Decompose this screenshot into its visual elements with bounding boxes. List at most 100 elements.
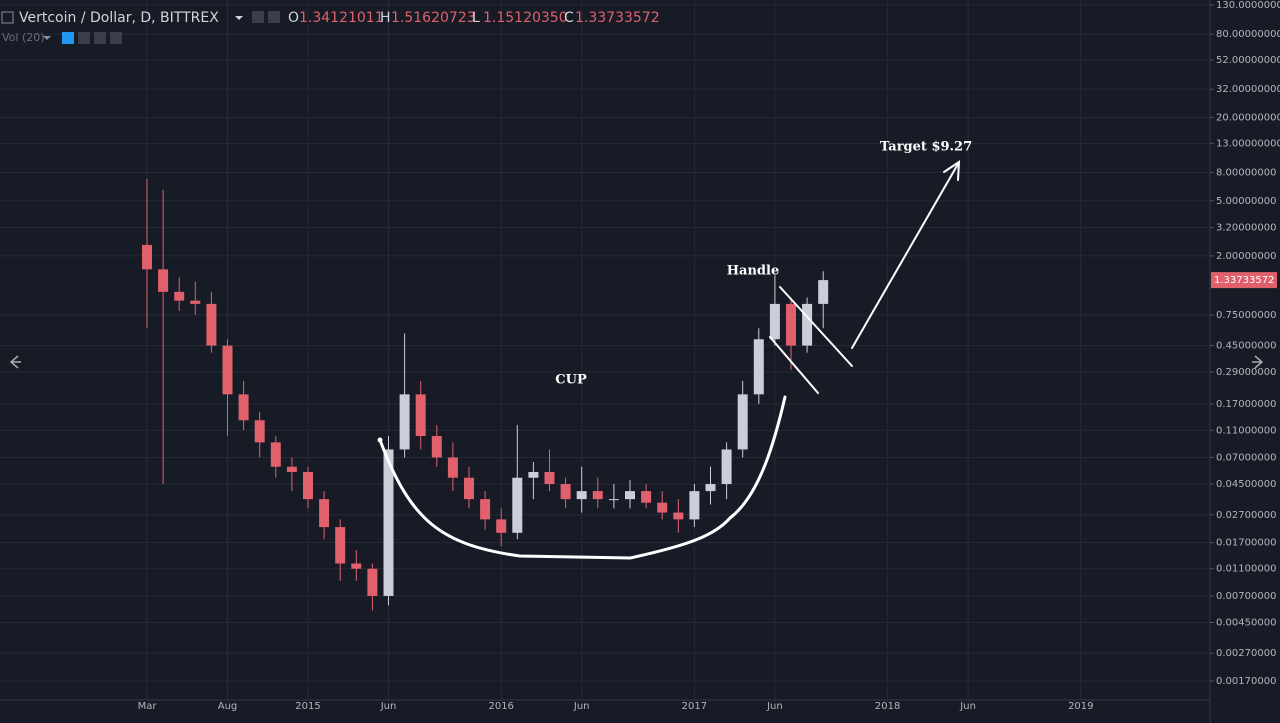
y-tick-label: 130.00000000 — [1216, 0, 1280, 11]
candle-body — [753, 339, 764, 395]
x-tick-label: 2015 — [295, 701, 320, 712]
candle-body — [528, 471, 539, 478]
x-tick-label: Aug — [218, 701, 238, 712]
y-tick-label: 0.11000000 — [1216, 425, 1276, 436]
y-tick-label: 20.00000000 — [1216, 112, 1280, 123]
icon[interactable] — [268, 11, 280, 23]
candle-body — [158, 269, 169, 292]
x-tick-label: Jun — [959, 701, 976, 712]
candle-body — [174, 291, 185, 301]
axes: 130.00000000 80.00000000 52.00000000 32.000… — [138, 0, 1280, 712]
cup-curve — [378, 395, 787, 560]
last-price-tag — [1211, 272, 1277, 289]
icon[interactable] — [110, 32, 122, 44]
icon[interactable] — [252, 11, 264, 23]
x-tick-label: Jun — [380, 701, 397, 712]
ohlc-key: C — [564, 10, 574, 26]
x-tick-label: Jun — [573, 701, 590, 712]
candles — [142, 178, 829, 611]
candle-body — [319, 499, 330, 528]
x-tick-label: 2017 — [682, 701, 707, 712]
ohlc-key: O — [288, 10, 299, 26]
candle-body — [399, 394, 410, 450]
y-tick-label: 0.02700000 — [1216, 510, 1276, 521]
volume-label: Vol (20) — [2, 31, 45, 44]
candle-body — [802, 303, 813, 346]
candle-body — [431, 436, 442, 458]
candle-body — [625, 491, 635, 500]
x-tick-label: Jun — [766, 701, 783, 712]
y-tick-label: 3.20000000 — [1216, 223, 1276, 234]
icon[interactable] — [94, 32, 106, 44]
candle-body — [641, 491, 652, 503]
y-tick-label: 0.01100000 — [1216, 564, 1276, 575]
scroll-right[interactable] — [1252, 355, 1264, 369]
drawing-point — [377, 437, 383, 443]
candle-body — [415, 394, 426, 437]
candle-body — [769, 303, 780, 340]
handle-label: Handle — [727, 264, 779, 279]
candle-body — [496, 519, 507, 533]
candle-body — [335, 527, 346, 564]
candle-body — [222, 345, 233, 395]
handle-line — [779, 286, 853, 367]
candle-body — [367, 568, 378, 596]
dropdown[interactable] — [235, 16, 243, 20]
ohlc-value: 1.33733572 — [575, 10, 660, 26]
y-tick-label: 0.00170000 — [1216, 676, 1276, 687]
y-tick-label: 0.01700000 — [1216, 538, 1276, 549]
y-tick-label: 0.00270000 — [1216, 648, 1276, 659]
x-tick-label: 2016 — [488, 701, 513, 712]
y-tick-label: 0.45000000 — [1216, 341, 1276, 352]
y-tick-label: 0.04500000 — [1216, 479, 1276, 490]
icon[interactable] — [78, 32, 90, 44]
y-tick-label: 0.75000000 — [1216, 310, 1276, 321]
target-arrow — [851, 163, 959, 349]
last-price-label: 1.33733572 — [1214, 275, 1274, 286]
candle-body — [383, 449, 394, 596]
candle-body — [544, 471, 555, 485]
candle-body — [576, 491, 587, 500]
x-tick-label: Mar — [138, 701, 158, 712]
y-tick-label: 0.17000000 — [1216, 399, 1276, 410]
arrow-head — [943, 160, 961, 181]
candle-body — [254, 420, 265, 443]
cup-label: CUP — [555, 373, 587, 388]
candle-body — [818, 280, 829, 304]
y-tick-label: 80.00000000 — [1216, 29, 1280, 40]
candle-body — [351, 563, 362, 569]
y-tick-label: 0.07000000 — [1216, 452, 1276, 463]
dropdown[interactable] — [43, 36, 51, 40]
ohlc-value: 1.15120350 — [483, 10, 568, 26]
candle-body — [447, 457, 458, 478]
y-tick-label: 8.00000000 — [1216, 168, 1276, 179]
symbol[interactable]: Vertcoin / Dollar, D, BITTREX — [19, 10, 219, 26]
candle-body — [270, 442, 281, 467]
candle-body — [673, 512, 684, 520]
collapse-icon[interactable] — [1, 11, 14, 24]
candle-body — [657, 502, 668, 513]
ohlc-value: 1.51620723 — [391, 10, 476, 26]
target-label: Target $9.27 — [880, 140, 972, 155]
candle-body — [689, 491, 700, 520]
candle-body — [721, 449, 732, 485]
candle-body — [303, 471, 313, 500]
y-tick-label: 0.00700000 — [1216, 591, 1276, 602]
candle-body — [512, 477, 523, 533]
candle-body — [786, 303, 796, 346]
icon[interactable] — [62, 32, 74, 44]
candle-body — [608, 499, 619, 501]
handle-line — [769, 336, 819, 394]
candle-body — [206, 303, 217, 346]
ohlc-value: 1.34121011 — [299, 10, 384, 26]
scroll-left[interactable] — [9, 355, 21, 369]
candle-body — [480, 499, 491, 520]
y-tick-label: 52.00000000 — [1216, 55, 1280, 66]
candle-body — [190, 300, 201, 304]
y-tick-label: 13.00000000 — [1216, 138, 1280, 149]
candle-body — [286, 466, 297, 472]
x-tick-label: 2019 — [1068, 701, 1093, 712]
